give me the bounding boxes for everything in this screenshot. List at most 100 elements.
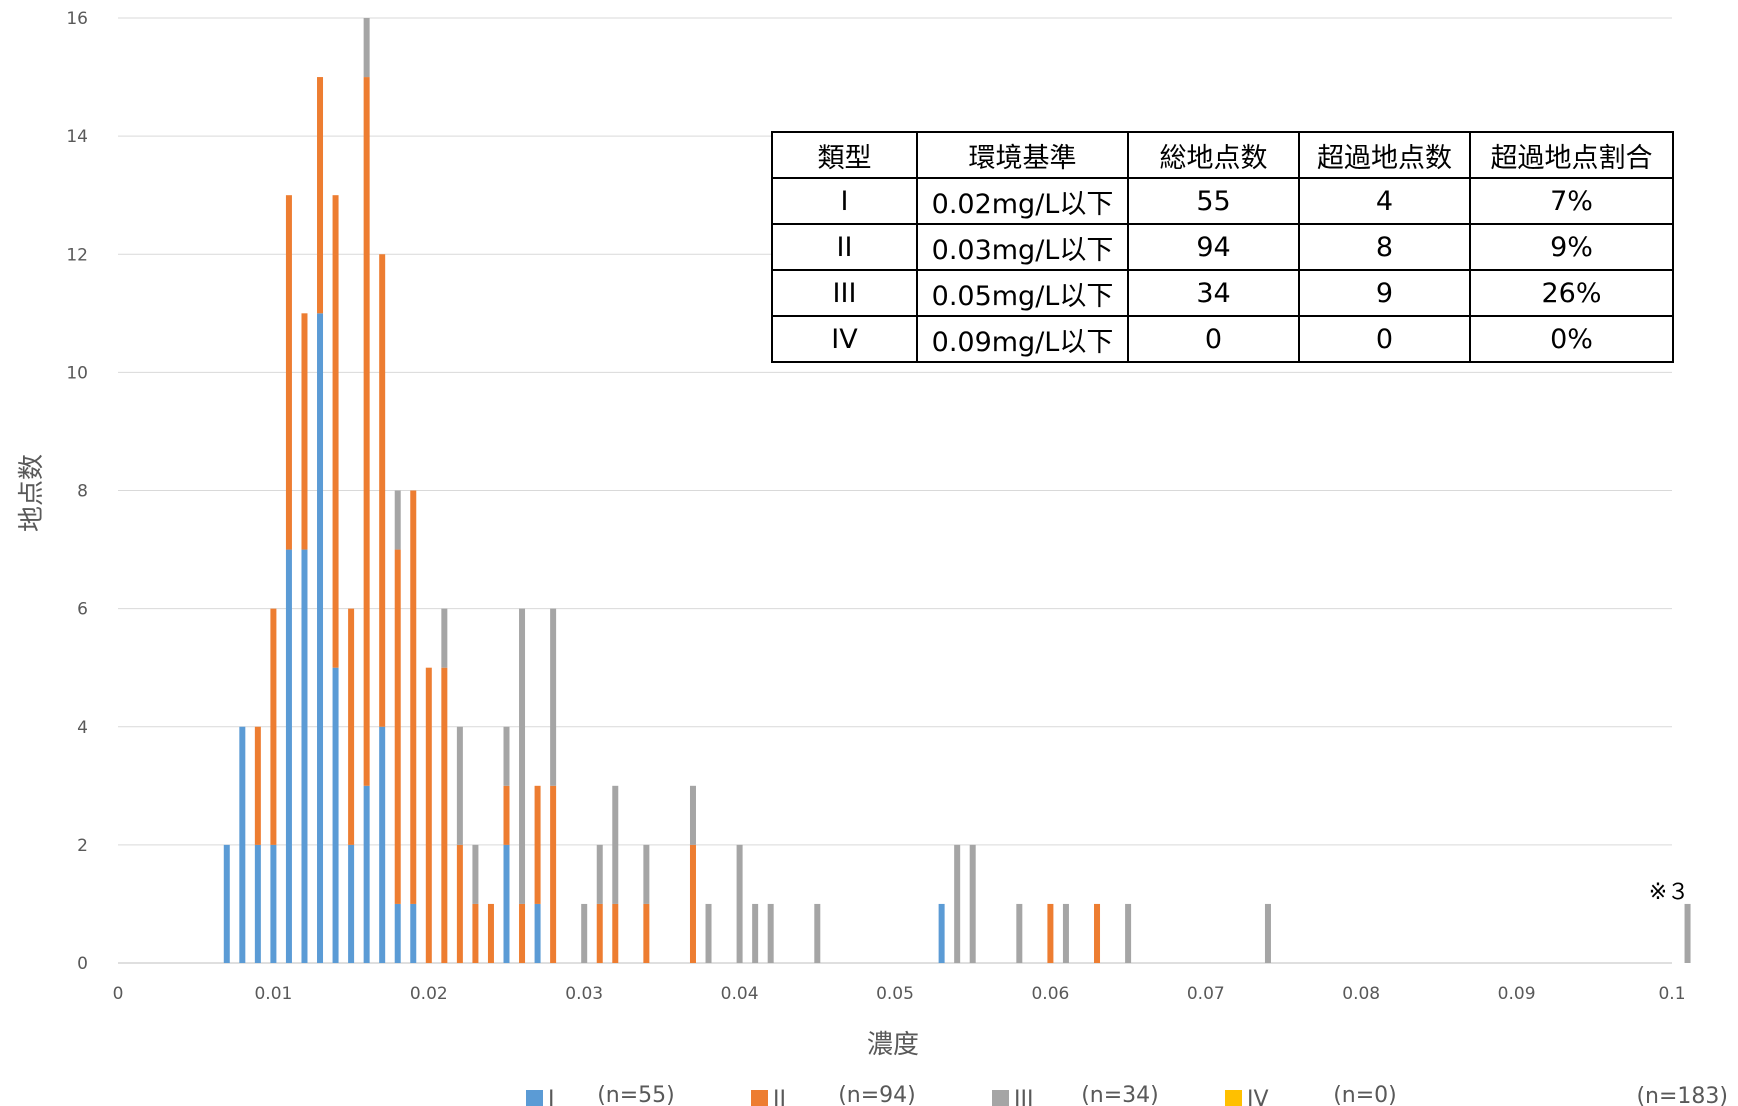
bar-segment-iii	[472, 844, 479, 904]
bar-segment-ii	[410, 490, 417, 904]
bar-segment-ii	[301, 313, 308, 550]
x-tick-label: 0.01	[254, 984, 292, 1004]
y-tick-label: 2	[77, 836, 88, 856]
bar-segment-iii	[767, 903, 774, 963]
bars	[223, 18, 1691, 963]
y-tick-label: 0	[77, 954, 88, 974]
table-cell: 0.03mg/L以下	[916, 223, 1129, 271]
table-cell: 7%	[1469, 177, 1674, 225]
bar-segment-iii	[503, 726, 510, 786]
bar-segment-iii	[969, 844, 976, 963]
bar-segment-ii	[487, 903, 494, 963]
bar-segment-iii	[689, 785, 696, 845]
bar-segment-ii	[441, 667, 448, 963]
x-tick-labels: 0 0.01 0.02 0.03 0.04 0.05 0.06 0.07 0.08 0.09 0.1	[113, 984, 1686, 1004]
bar-segment-iii	[519, 608, 526, 904]
header-type: 類型	[771, 131, 918, 179]
bar-segment-i	[379, 726, 386, 963]
legend-count: (n=55)	[597, 1083, 675, 1106]
standards-table: 類型 環境基準 総地点数 超過地点数 超過地点割合 I 0.02mg/L以下 5…	[771, 131, 1674, 363]
y-tick-label: 16	[66, 9, 88, 29]
bar-segment-ii	[425, 667, 432, 963]
bar-segment-ii	[596, 903, 603, 963]
legend-swatch	[526, 1090, 543, 1106]
header-total: 総地点数	[1127, 131, 1300, 179]
bar-segment-iii	[643, 844, 650, 904]
bar-segment-ii	[1047, 903, 1054, 963]
table-cell: 9%	[1469, 223, 1674, 271]
bar-segment-ii	[332, 195, 339, 668]
x-tick-label: 0.06	[1031, 984, 1069, 1004]
y-tick-label: 14	[66, 127, 88, 147]
bar-segment-i	[223, 844, 230, 963]
table-cell: 34	[1127, 269, 1300, 317]
bar-segment-i	[363, 785, 370, 963]
bar-segment-ii	[456, 844, 463, 963]
bar-segment-iii	[456, 726, 463, 845]
bar-segment-ii	[472, 903, 479, 963]
bar-segment-i	[332, 667, 339, 963]
bar-segment-iii	[1062, 903, 1069, 963]
y-tick-label: 8	[77, 482, 88, 502]
table-header-row: 類型 環境基準 総地点数 超過地点数 超過地点割合	[771, 131, 1674, 179]
bar-segment-ii	[689, 844, 696, 963]
legend-label: I	[548, 1087, 555, 1106]
legend-count: (n=0)	[1333, 1083, 1397, 1106]
table-cell: III	[771, 269, 918, 317]
bar-segment-ii	[503, 785, 510, 845]
table-cell: 0	[1127, 315, 1300, 363]
bar-segment-iii	[612, 785, 619, 904]
legend-total: (n=183)	[1636, 1084, 1728, 1106]
x-tick-label: 0.02	[410, 984, 448, 1004]
legend-count: (n=34)	[1081, 1083, 1159, 1106]
table-cell: 55	[1127, 177, 1300, 225]
legend-count: (n=94)	[838, 1083, 916, 1106]
header-standard: 環境基準	[916, 131, 1129, 179]
bar-segment-iii	[581, 903, 588, 963]
table-row: I 0.02mg/L以下 55 4 7%	[771, 177, 1674, 225]
x-tick-label: 0.05	[876, 984, 914, 1004]
bar-segment-iii	[1684, 903, 1691, 963]
y-tick-label: 6	[77, 600, 88, 620]
bar-segment-iii	[705, 903, 712, 963]
table-cell: 4	[1298, 177, 1471, 225]
bar-segment-ii	[363, 77, 370, 786]
bar-segment-ii	[317, 77, 324, 314]
bar-segment-ii	[254, 726, 261, 845]
bar-segment-iii	[1125, 903, 1132, 963]
bar-segment-ii	[285, 195, 292, 550]
table-cell: 0	[1298, 315, 1471, 363]
bar-segment-i	[301, 549, 308, 963]
bar-segment-iii	[1264, 903, 1271, 963]
bar-segment-i	[938, 903, 945, 963]
bar-segment-ii	[270, 608, 277, 845]
bar-segment-iii	[752, 903, 759, 963]
table-cell: 26%	[1469, 269, 1674, 317]
bar-segment-iii	[954, 844, 961, 963]
bar-segment-ii	[643, 903, 650, 963]
bar-segment-i	[254, 844, 261, 963]
table-cell: II	[771, 223, 918, 271]
bar-segment-ii	[534, 785, 541, 904]
bar-segment-iii	[736, 844, 743, 963]
bar-segment-iii	[550, 608, 557, 786]
bar-segment-ii	[612, 903, 619, 963]
bar-segment-i	[394, 903, 401, 963]
header-exceed-ratio: 超過地点割合	[1469, 131, 1674, 179]
table-row: III 0.05mg/L以下 34 9 26%	[771, 269, 1674, 317]
x-tick-label: 0.1	[1658, 984, 1685, 1004]
bar-segment-ii	[394, 549, 401, 904]
x-tick-label: 0.08	[1342, 984, 1380, 1004]
bar-segment-i	[270, 844, 277, 963]
gridlines	[118, 17, 1672, 964]
x-tick-label: 0.07	[1187, 984, 1225, 1004]
table-row: II 0.03mg/L以下 94 8 9%	[771, 223, 1674, 271]
legend-label: III	[1014, 1087, 1033, 1106]
table-cell: 9	[1298, 269, 1471, 317]
x-tick-label: 0.04	[721, 984, 759, 1004]
bar-segment-ii	[348, 608, 355, 845]
table-cell: 0.05mg/L以下	[916, 269, 1129, 317]
bar-segment-iii	[596, 844, 603, 904]
bar-segment-iii	[394, 490, 401, 550]
table-cell: IV	[771, 315, 918, 363]
